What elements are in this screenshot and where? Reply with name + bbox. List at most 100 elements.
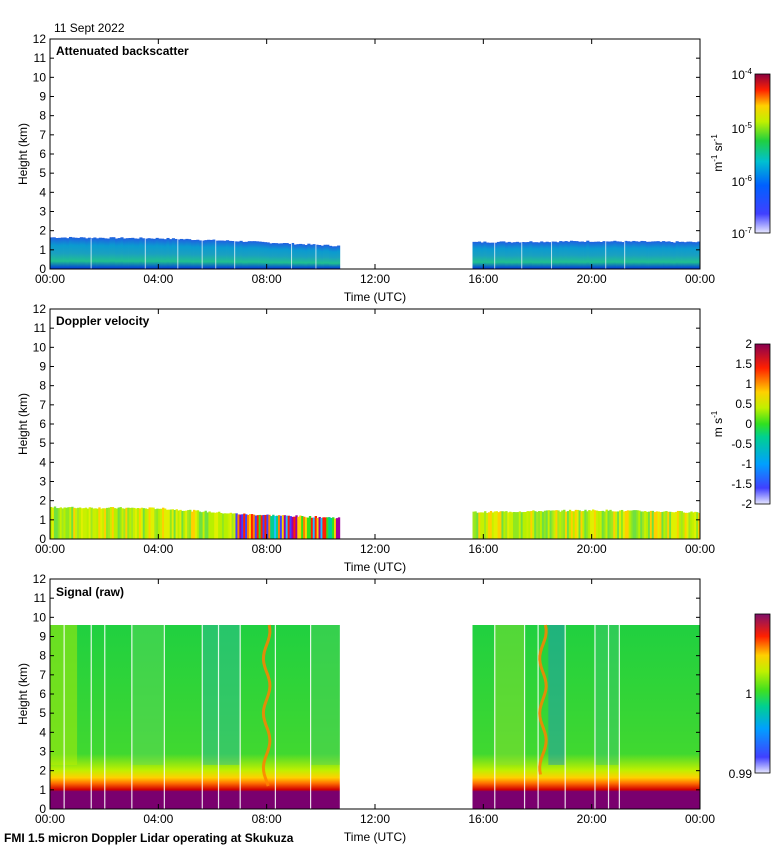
velocity-column — [98, 507, 101, 539]
backscatter-column — [315, 244, 319, 269]
backscatter-column — [659, 241, 663, 269]
backscatter-column — [209, 239, 213, 269]
cbar-tick: 1 — [745, 687, 752, 701]
velocity-column — [227, 513, 231, 539]
velocity-column — [71, 506, 74, 539]
velocity-column — [173, 509, 176, 539]
velocity-column — [281, 515, 285, 539]
backscatter-column — [556, 242, 560, 269]
velocity-column — [229, 512, 233, 539]
velocity-column — [256, 515, 260, 539]
y-tick-label: 8 — [39, 649, 46, 663]
velocity-column — [526, 511, 529, 539]
velocity-column — [640, 511, 643, 539]
backscatter-column — [261, 241, 265, 269]
velocity-column — [644, 511, 647, 539]
y-tick-label: 4 — [39, 455, 46, 469]
y-axis-label: Height (km) — [16, 663, 30, 725]
velocity-column — [485, 512, 489, 539]
backscatter-column — [312, 244, 316, 269]
velocity-column — [582, 511, 585, 539]
backscatter-column — [310, 244, 314, 269]
velocity-column — [65, 507, 68, 539]
backscatter-column — [605, 241, 609, 269]
velocity-column — [659, 512, 662, 539]
backscatter-column — [683, 242, 687, 269]
backscatter-column — [591, 241, 595, 269]
velocity-column — [152, 507, 155, 539]
y-tick-label: 11 — [34, 51, 47, 65]
backscatter-column — [670, 241, 674, 269]
velocity-column — [626, 510, 630, 539]
colorbar — [754, 613, 771, 774]
data-gap-line — [177, 238, 179, 269]
y-tick-label: 9 — [39, 630, 46, 644]
velocity-column — [299, 515, 302, 539]
velocity-column — [210, 512, 213, 539]
backscatter-column — [553, 241, 557, 269]
data-gap-line — [521, 238, 523, 269]
velocity-column — [165, 509, 169, 539]
velocity-column — [484, 511, 487, 539]
data-gap-line — [564, 625, 566, 809]
velocity-column — [260, 515, 263, 539]
colorbar-ticks: 10-4 10-5 10-6 10-7 — [732, 67, 753, 241]
velocity-column — [274, 515, 277, 539]
velocity-column — [214, 512, 217, 539]
backscatter-column — [586, 240, 590, 269]
x-tick-label: 04:00 — [143, 272, 173, 286]
y-tick-label: 7 — [39, 128, 46, 142]
velocity-column — [131, 507, 134, 539]
velocity-column — [532, 510, 535, 539]
velocity-column — [673, 512, 676, 539]
velocity-column — [661, 511, 664, 539]
backscatter-column — [236, 241, 240, 269]
backscatter-column — [626, 241, 630, 269]
backscatter-column — [77, 237, 81, 269]
y-tick-label: 10 — [33, 70, 47, 84]
backscatter-column — [561, 241, 565, 269]
velocity-column — [649, 510, 653, 539]
velocity-column — [138, 508, 142, 539]
velocity-column — [509, 511, 512, 539]
velocity-column — [133, 507, 136, 539]
backscatter-column — [320, 245, 324, 269]
y-tick-label: 9 — [39, 90, 46, 104]
velocity-column — [684, 512, 687, 539]
velocity-column — [638, 510, 641, 539]
velocity-column — [503, 511, 506, 539]
colorbar — [754, 73, 771, 234]
backscatter-column — [529, 241, 533, 269]
velocity-column — [491, 512, 495, 539]
velocity-column — [289, 516, 292, 539]
backscatter-column — [125, 238, 129, 269]
velocity-column — [78, 507, 82, 539]
backscatter-column — [483, 241, 487, 269]
backscatter-column — [613, 240, 617, 269]
data-gap-line — [523, 625, 526, 809]
velocity-column — [543, 510, 547, 539]
x-axis-label: Time (UTC) — [344, 830, 406, 844]
backscatter-column — [664, 241, 668, 269]
velocity-column — [235, 513, 238, 539]
y-tick-label: 0 — [39, 532, 46, 546]
backscatter-column — [123, 238, 127, 269]
backscatter-column — [226, 240, 230, 269]
backscatter-column — [502, 241, 506, 269]
backscatter-column — [491, 242, 495, 269]
backscatter-column — [242, 241, 246, 269]
velocity-column — [270, 516, 273, 539]
y-tick-label: 4 — [39, 185, 46, 199]
backscatter-column — [293, 244, 297, 269]
backscatter-column — [250, 241, 254, 269]
data-gap-line — [131, 625, 133, 809]
backscatter-column — [689, 241, 693, 269]
backscatter-column — [144, 238, 148, 269]
backscatter-column — [58, 237, 62, 269]
velocity-column — [266, 514, 269, 539]
y-tick-label: 7 — [39, 398, 46, 412]
x-tick-label: 00:00 — [685, 542, 715, 556]
velocity-column — [61, 508, 64, 539]
backscatter-column — [234, 241, 238, 269]
velocity-column — [570, 511, 574, 539]
